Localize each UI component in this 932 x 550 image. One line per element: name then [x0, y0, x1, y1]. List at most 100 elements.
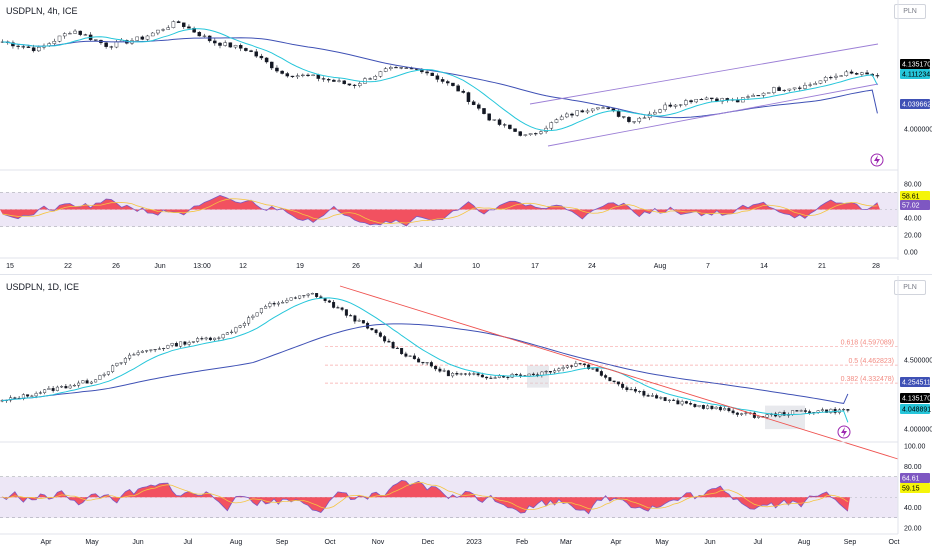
candle-body — [47, 388, 51, 390]
oscillator-value-label: 59.15 — [902, 486, 920, 493]
candle-body — [472, 373, 476, 375]
candle-body — [62, 33, 67, 37]
candle-body — [389, 67, 393, 69]
candle-body — [149, 349, 153, 351]
oscillator-tick-label: 40.00 — [904, 505, 922, 512]
candle-body — [706, 405, 710, 409]
candle-body — [854, 73, 859, 75]
candle-body — [270, 61, 274, 69]
candle-body — [601, 107, 605, 109]
candle-body — [642, 391, 646, 396]
oscillator-tick-label: 80.00 — [904, 464, 922, 471]
candle-body — [842, 409, 846, 411]
candle-body — [114, 41, 119, 48]
candle-body — [342, 80, 346, 85]
candle-body — [637, 117, 642, 122]
lightning-icon-bolt — [874, 155, 880, 165]
candle-body — [187, 26, 191, 29]
price-chart-4h[interactable]: 4.1351704.1112344.0396624.00000080.0060.… — [0, 0, 932, 272]
candle-body — [629, 389, 633, 391]
candle-body — [221, 334, 225, 339]
candle-body — [145, 35, 150, 40]
currency-button[interactable]: PLN — [894, 280, 926, 295]
time-tick-label: Aug — [798, 539, 811, 546]
candle-body — [150, 32, 155, 37]
candle-body — [310, 293, 314, 295]
candle-body — [425, 362, 429, 364]
candle-body — [633, 389, 637, 392]
candle-body — [197, 31, 202, 37]
time-tick-label: 26 — [112, 263, 120, 270]
price-chart-1d[interactable]: 0.618 (4.597089) 0.5 (4.462823) 0.382 (4.3… — [0, 276, 932, 550]
time-tick-label: 7 — [706, 263, 710, 270]
candle-body — [140, 36, 145, 40]
oscillator-tick-label: 0.00 — [904, 250, 918, 257]
candle-body — [699, 99, 704, 101]
time-tick-label: Apr — [41, 539, 53, 546]
candle-body — [756, 95, 761, 97]
candle-body — [387, 340, 391, 343]
candle-body — [281, 301, 285, 304]
candle-body — [655, 395, 659, 399]
candle-body — [693, 404, 697, 407]
candle-body — [395, 347, 399, 349]
candle-body — [438, 368, 442, 372]
candle-body — [217, 337, 221, 339]
candle-body — [202, 35, 207, 37]
candle-body — [808, 84, 812, 86]
chart-title: USDPLN, 4h, ICE — [6, 6, 78, 16]
candle-body — [55, 386, 59, 391]
panel-divider — [0, 274, 932, 275]
price-label: 4.039662 — [902, 102, 931, 109]
price-label: 4.135170 — [902, 396, 931, 403]
candle-body — [136, 352, 140, 355]
candle-body — [489, 377, 493, 379]
candle-body — [638, 391, 642, 393]
candle-body — [358, 83, 362, 86]
candle-body — [400, 347, 404, 355]
candle-body — [378, 332, 382, 337]
highlight-zone — [527, 365, 549, 388]
candle-body — [34, 393, 38, 397]
candle-body — [295, 75, 300, 78]
candle-body — [30, 395, 34, 397]
time-tick-label: Jul — [184, 539, 193, 546]
oscillator-line — [1, 479, 849, 515]
candle-body — [182, 22, 186, 27]
candle-body — [298, 295, 302, 299]
candle-body — [757, 416, 761, 418]
candle-body — [183, 341, 187, 345]
candle-body — [782, 89, 786, 91]
candle-body — [534, 133, 538, 135]
candle-body — [846, 409, 850, 411]
candle-body — [659, 397, 663, 399]
time-tick-label: Jul — [754, 539, 763, 546]
time-tick-label: Apr — [611, 539, 623, 546]
candle-body — [752, 412, 756, 418]
candle-body — [123, 358, 127, 363]
candle-body — [361, 320, 365, 324]
candle-body — [875, 75, 880, 77]
candle-body — [461, 90, 466, 93]
candle-body — [408, 355, 412, 357]
candle-body — [667, 399, 671, 401]
candle-body — [604, 375, 608, 378]
price-label-bg — [900, 404, 930, 414]
candle-body — [820, 409, 824, 411]
candle-body — [254, 51, 258, 57]
chart-title: USDPLN, 1D, ICE — [6, 282, 80, 292]
candle-body — [213, 40, 217, 44]
candle-body — [94, 379, 98, 383]
candle-body — [316, 74, 321, 79]
candle-body — [306, 293, 310, 296]
candle-body — [425, 71, 429, 74]
candle-body — [557, 368, 561, 371]
time-tick-label: 22 — [64, 263, 72, 270]
candle-body — [744, 412, 748, 414]
candle-body — [720, 98, 724, 102]
candle-body — [599, 371, 603, 376]
currency-button[interactable]: PLN — [894, 4, 926, 19]
time-tick-label: Jun — [154, 263, 165, 270]
candle-body — [468, 373, 472, 375]
candle-body — [98, 375, 102, 380]
